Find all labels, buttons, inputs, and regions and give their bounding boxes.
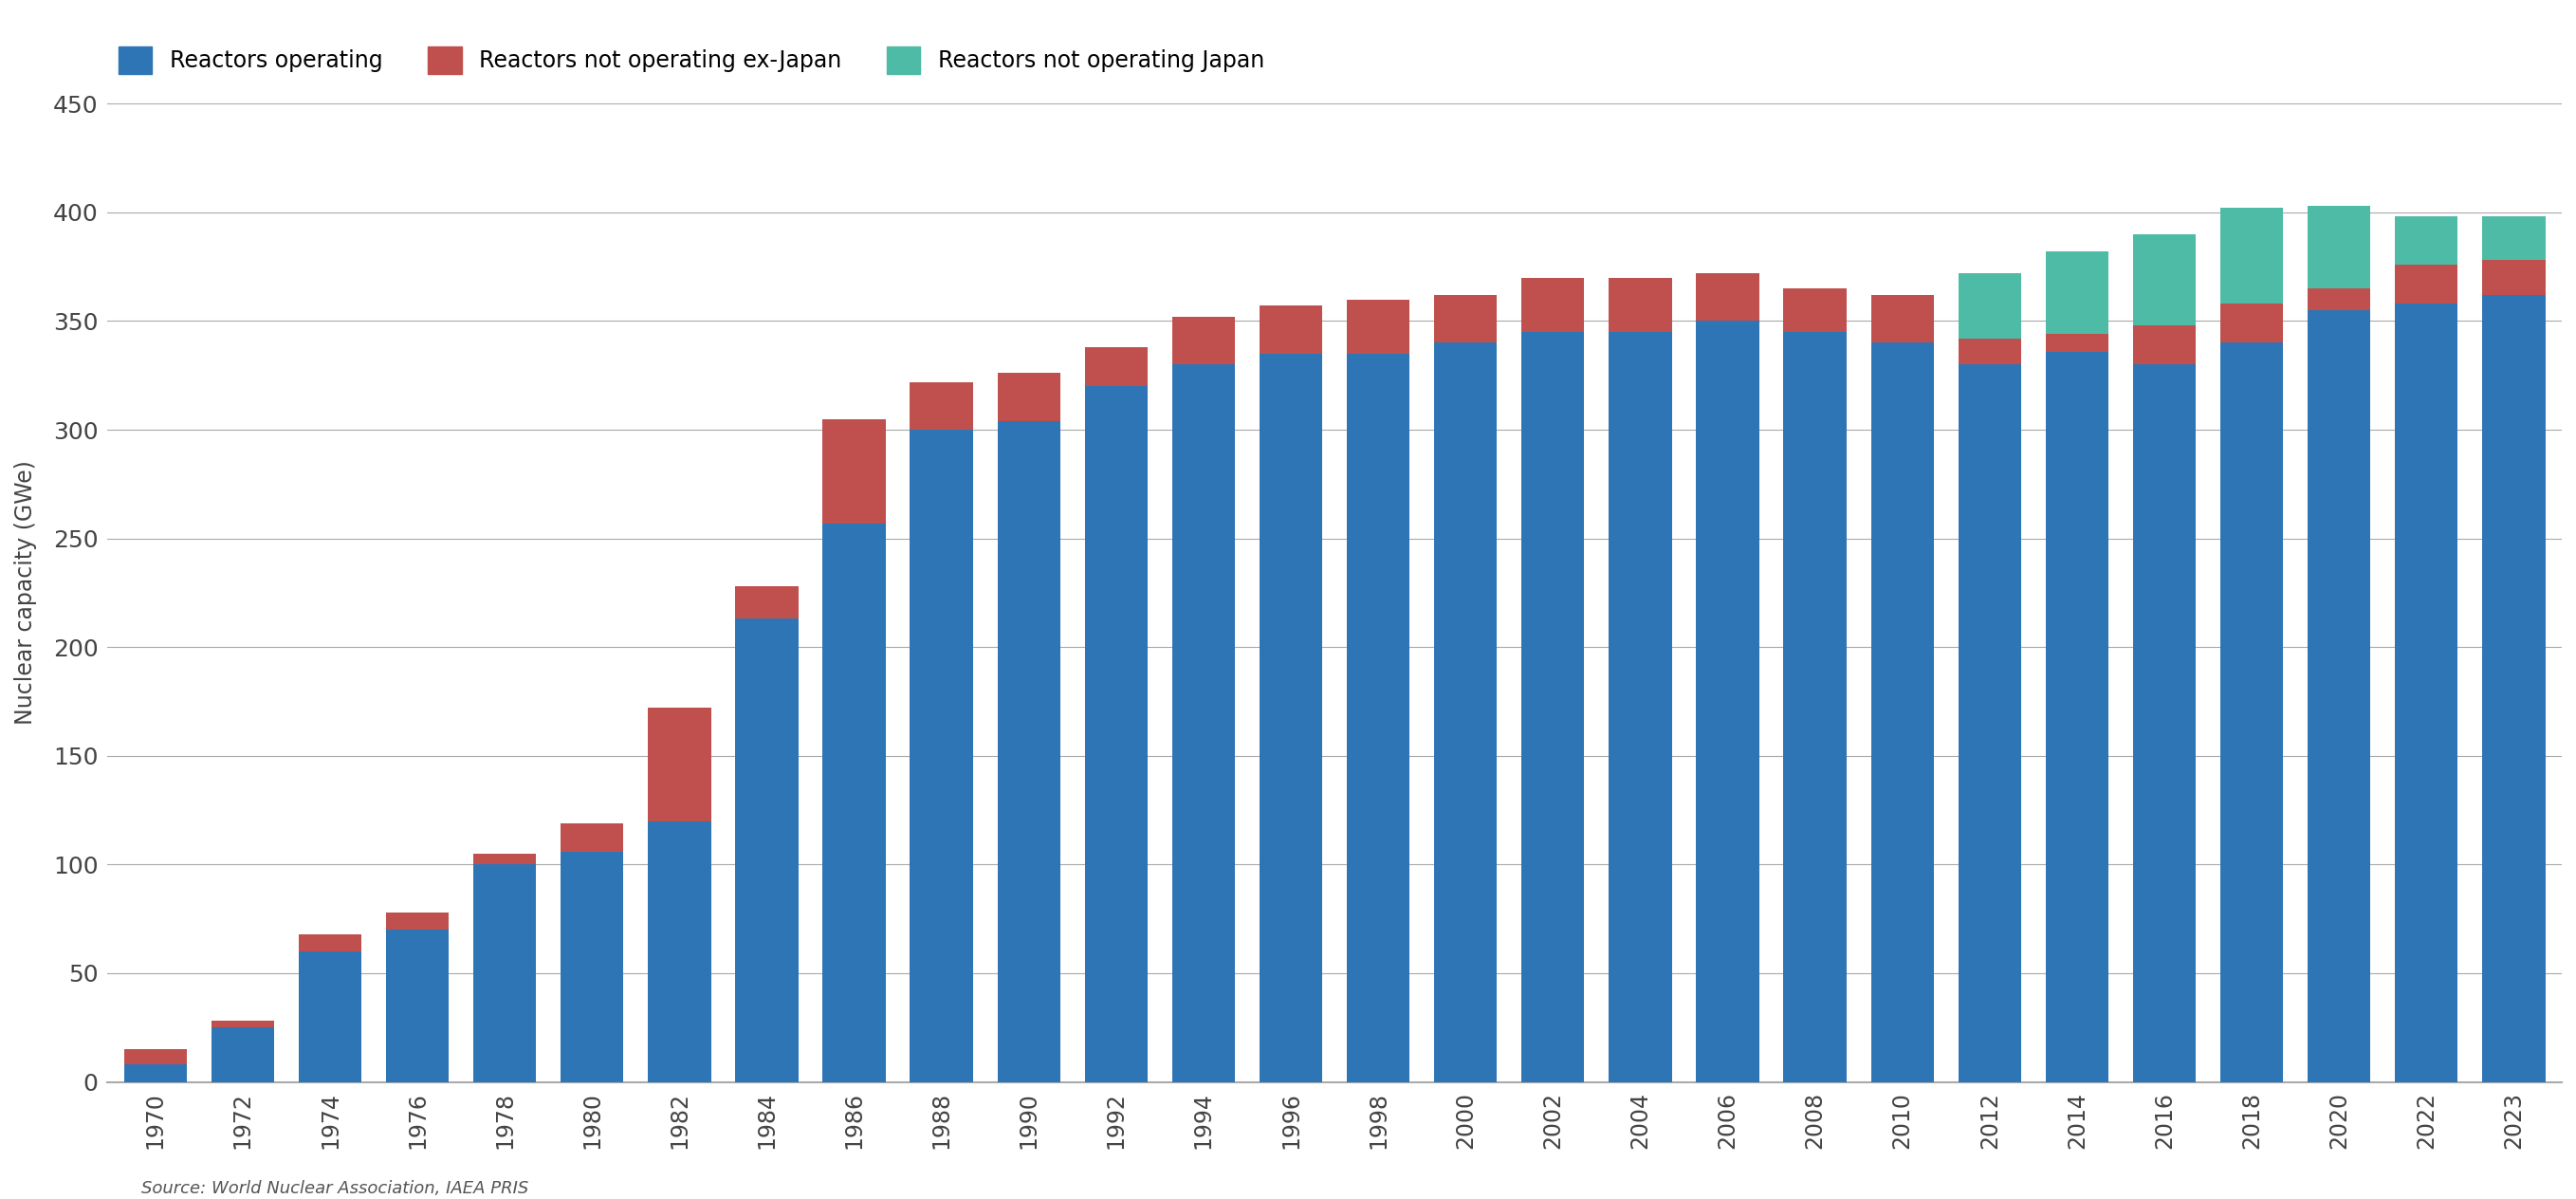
Bar xyxy=(1783,332,1847,1081)
Bar xyxy=(2308,289,2370,311)
Bar xyxy=(997,421,1061,1081)
Bar xyxy=(734,586,799,619)
Bar xyxy=(649,707,711,821)
Bar xyxy=(2396,303,2458,1081)
Bar xyxy=(386,929,448,1081)
Bar xyxy=(2133,234,2195,325)
Bar xyxy=(1958,273,2022,338)
Bar xyxy=(1084,347,1149,386)
Bar xyxy=(734,619,799,1081)
Bar xyxy=(2483,260,2545,295)
Bar xyxy=(1958,364,2022,1081)
Bar xyxy=(1783,289,1847,332)
Bar xyxy=(1435,295,1497,343)
Bar xyxy=(474,854,536,864)
Bar xyxy=(1695,321,1759,1081)
Bar xyxy=(909,382,974,429)
Bar xyxy=(211,1028,273,1081)
Bar xyxy=(2045,335,2107,351)
Bar xyxy=(562,824,623,851)
Bar xyxy=(1084,386,1149,1081)
Bar xyxy=(649,821,711,1081)
Bar xyxy=(1347,354,1409,1081)
Bar xyxy=(2133,325,2195,364)
Bar xyxy=(1172,317,1234,364)
Bar xyxy=(1347,300,1409,354)
Bar xyxy=(2483,217,2545,260)
Bar xyxy=(2221,343,2282,1081)
Bar xyxy=(124,1065,188,1081)
Bar xyxy=(997,373,1061,421)
Bar xyxy=(1870,343,1935,1081)
Bar xyxy=(822,523,886,1081)
Bar xyxy=(1435,343,1497,1081)
Bar xyxy=(386,912,448,929)
Bar xyxy=(2221,303,2282,343)
Bar xyxy=(2483,295,2545,1081)
Bar xyxy=(822,418,886,523)
Text: Source: World Nuclear Association, IAEA PRIS: Source: World Nuclear Association, IAEA … xyxy=(142,1180,528,1197)
Bar xyxy=(2308,206,2370,289)
Bar xyxy=(299,934,361,952)
Bar xyxy=(211,1022,273,1028)
Bar xyxy=(2396,217,2458,265)
Bar xyxy=(2308,311,2370,1081)
Bar xyxy=(474,864,536,1081)
Bar xyxy=(1695,273,1759,321)
Bar xyxy=(1260,354,1321,1081)
Bar xyxy=(1610,277,1672,332)
Bar xyxy=(1610,332,1672,1081)
Bar xyxy=(299,952,361,1081)
Y-axis label: Nuclear capacity (GWe): Nuclear capacity (GWe) xyxy=(15,460,36,725)
Bar xyxy=(2221,207,2282,303)
Bar xyxy=(1870,295,1935,343)
Bar xyxy=(1958,338,2022,364)
Bar xyxy=(909,429,974,1081)
Bar xyxy=(562,851,623,1081)
Bar xyxy=(1522,277,1584,332)
Bar xyxy=(2133,364,2195,1081)
Legend: Reactors operating, Reactors not operating ex-Japan, Reactors not operating Japa: Reactors operating, Reactors not operati… xyxy=(118,47,1265,73)
Bar xyxy=(2045,351,2107,1081)
Bar xyxy=(1260,306,1321,354)
Bar xyxy=(2396,265,2458,303)
Bar xyxy=(124,1049,188,1065)
Bar xyxy=(1172,364,1234,1081)
Bar xyxy=(1522,332,1584,1081)
Bar xyxy=(2045,252,2107,335)
